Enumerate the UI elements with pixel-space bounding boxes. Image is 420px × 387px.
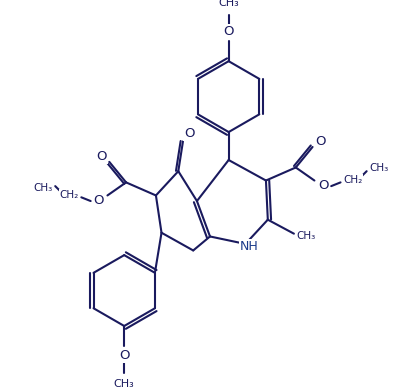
Text: O: O [315,135,325,148]
Text: CH₂: CH₂ [60,190,79,200]
Text: O: O [223,25,234,38]
Text: CH₃: CH₃ [34,183,53,193]
Text: CH₃: CH₃ [369,163,388,173]
Text: O: O [93,194,103,207]
Text: NH: NH [240,240,259,253]
Text: CH₃: CH₃ [218,0,239,9]
Text: O: O [184,127,195,140]
Text: CH₃: CH₃ [114,379,134,387]
Text: O: O [318,179,329,192]
Text: O: O [119,349,129,362]
Text: O: O [97,150,107,163]
Text: CH₂: CH₂ [343,175,362,185]
Text: CH₃: CH₃ [297,231,316,241]
